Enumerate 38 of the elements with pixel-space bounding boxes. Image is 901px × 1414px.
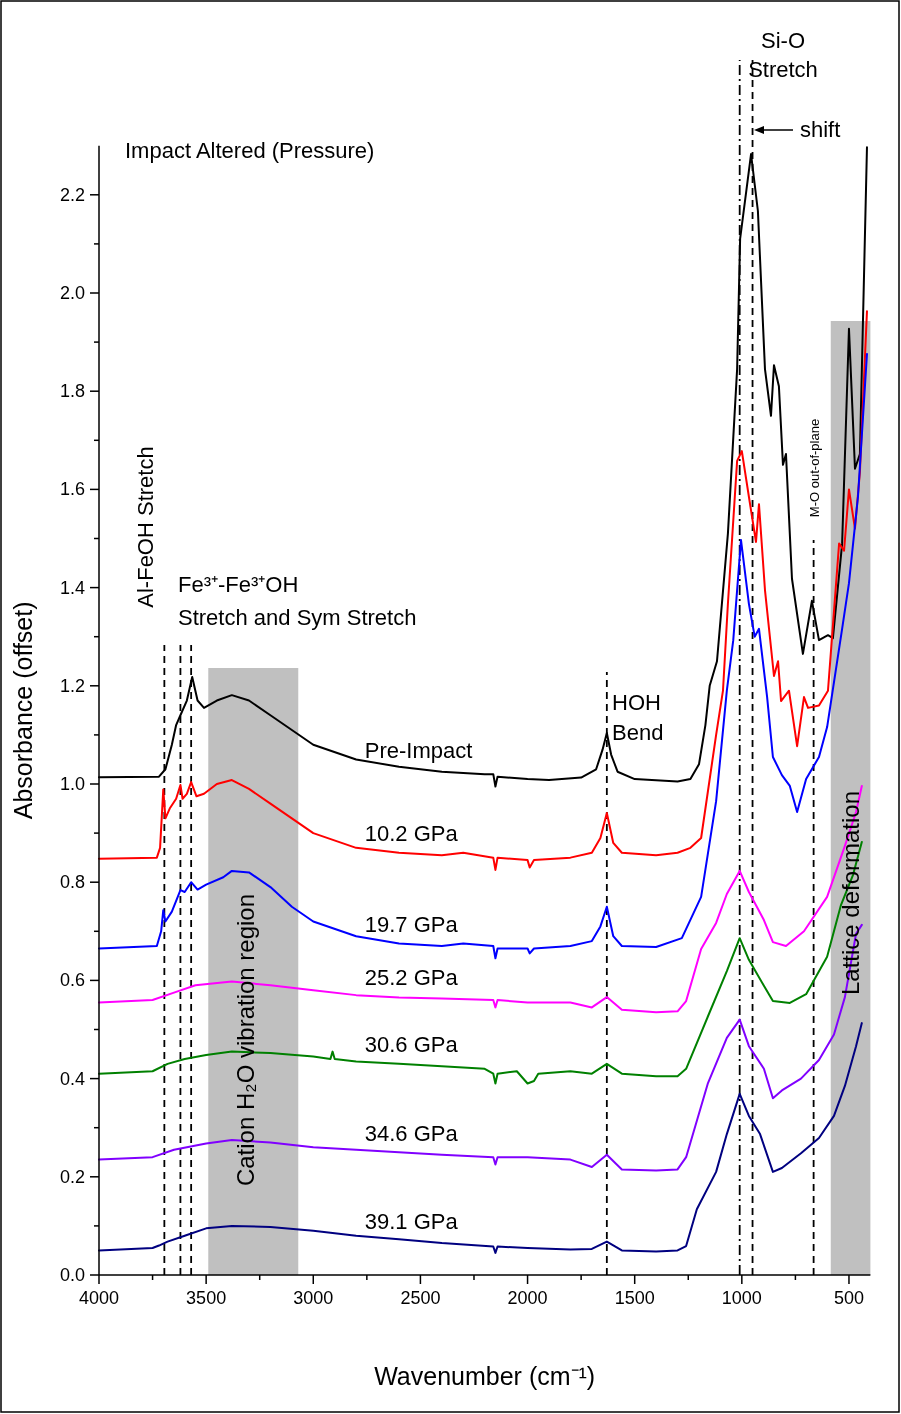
- y-tick-label: 0.0: [59, 1265, 85, 1285]
- chart-title: Impact Altered (Pressure): [125, 138, 375, 163]
- annotation: Al-FeOH Stretch: [133, 446, 158, 608]
- y-tick-label: 0.2: [59, 1166, 85, 1187]
- y-tick-label: 1.8: [59, 381, 85, 402]
- y-tick-label: 0.6: [59, 970, 85, 991]
- series-label: 34.6 GPa: [364, 1120, 459, 1146]
- series-label: 19.7 GPa: [364, 912, 459, 938]
- series-label: 39.1 GPa: [364, 1209, 459, 1235]
- series-label: 10.2 GPa: [364, 821, 459, 847]
- annotation: M-O out-of-plane: [807, 418, 822, 518]
- y-axis-title: Absorbance (offset): [9, 601, 37, 820]
- series-label: 30.6 GPa: [364, 1032, 459, 1058]
- y-tick-label: 0.4: [59, 1068, 85, 1089]
- y-tick-label: 1.4: [59, 577, 85, 598]
- y-tick-label: 1.6: [59, 479, 85, 500]
- text: Si-O Stretch: [748, 28, 818, 82]
- x-tick-label: 2500: [400, 1288, 441, 1308]
- y-tick-label: 2.0: [59, 283, 85, 303]
- y-tick-label: 1.2: [59, 675, 85, 696]
- y-tick-label: 1.0: [59, 774, 85, 794]
- x-tick-label: 4000: [78, 1288, 120, 1308]
- annotation: Lattice deformation: [837, 790, 864, 996]
- x-tick-label: 3500: [186, 1288, 227, 1308]
- x-tick-label: 1500: [614, 1288, 655, 1308]
- x-tick-label: 2000: [507, 1288, 548, 1308]
- x-tick-label: 3000: [293, 1288, 334, 1308]
- y-tick-label: 0.8: [59, 872, 85, 893]
- annotation: Fe³⁺-Fe³⁺OH Stretch and Sym Stretch: [178, 572, 417, 630]
- y-tick-label: 2.2: [59, 184, 85, 205]
- text: shift: [800, 117, 841, 142]
- annotation: Cation H₂O vibration region: [232, 893, 259, 1187]
- series-label: Pre-Impact: [364, 737, 473, 763]
- x-tick-label: 500: [833, 1288, 864, 1308]
- x-axis-title: Wavenumber (cm⁻¹): [374, 1362, 596, 1390]
- x-tick-label: 1000: [721, 1288, 762, 1308]
- annotation: HOH Bend: [612, 690, 664, 745]
- series-label: 25.2 GPa: [364, 964, 459, 990]
